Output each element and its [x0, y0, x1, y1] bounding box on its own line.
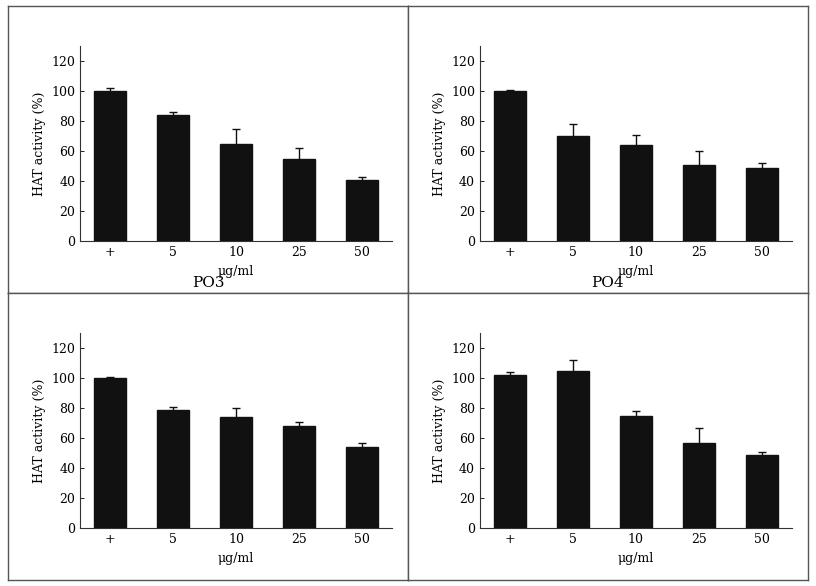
Title: PO2: PO2 — [592, 0, 624, 4]
Title: PO1: PO1 — [192, 0, 224, 4]
Title: PO3: PO3 — [192, 277, 224, 291]
Title: PO4: PO4 — [592, 277, 624, 291]
